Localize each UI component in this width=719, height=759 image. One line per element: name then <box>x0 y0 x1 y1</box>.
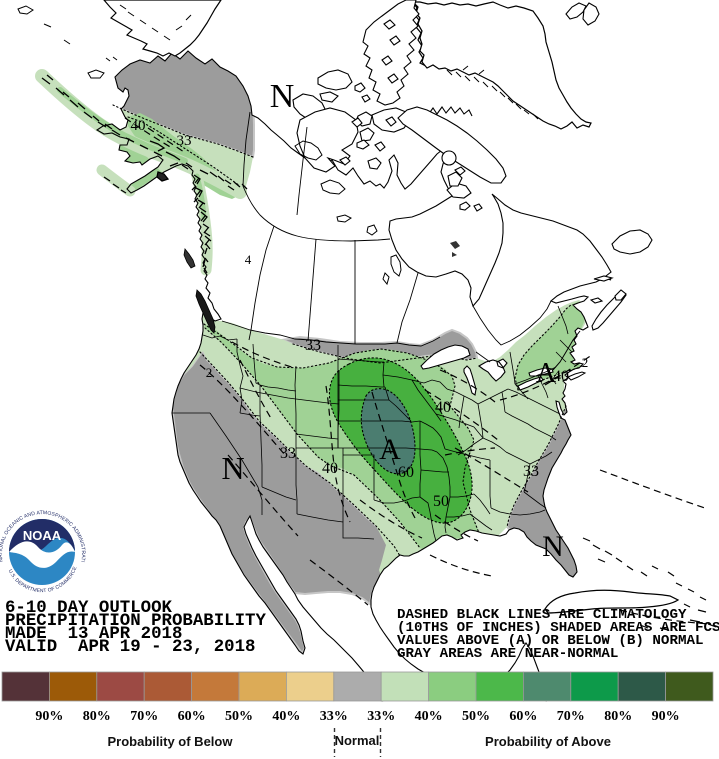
svg-text:NOAA: NOAA <box>23 528 62 543</box>
svg-text:50%: 50% <box>462 709 490 724</box>
svg-text:A: A <box>379 433 401 466</box>
svg-text:33: 33 <box>523 463 539 480</box>
svg-text:33%: 33% <box>367 709 395 724</box>
svg-text:80%: 80% <box>604 709 632 724</box>
svg-text:40%: 40% <box>272 709 300 724</box>
svg-text:N: N <box>542 530 564 563</box>
svg-text:2: 2 <box>582 355 589 370</box>
svg-text:33: 33 <box>305 337 321 354</box>
svg-text:50%: 50% <box>225 709 253 724</box>
svg-text:40: 40 <box>322 460 338 477</box>
svg-text:60%: 60% <box>509 709 537 724</box>
svg-text:80%: 80% <box>83 709 111 724</box>
svg-text:40%: 40% <box>415 709 443 724</box>
svg-text:70%: 70% <box>130 709 158 724</box>
svg-text:33%: 33% <box>320 709 348 724</box>
svg-text:33: 33 <box>280 445 296 462</box>
svg-text:MADE 13 APR 2018: MADE 13 APR 2018 <box>5 625 182 644</box>
svg-text:PRECIPITATION PROBABILITY: PRECIPITATION PROBABILITY <box>5 612 266 631</box>
svg-text:DASHED BLACK LINES ARE CLIMATO: DASHED BLACK LINES ARE CLIMATOLOGY <box>397 607 687 623</box>
svg-text:Probability of Below: Probability of Below <box>108 734 234 749</box>
svg-text:2: 2 <box>206 365 213 380</box>
svg-text:40: 40 <box>131 118 146 134</box>
svg-text:90%: 90% <box>35 709 63 724</box>
svg-text:40: 40 <box>435 399 451 416</box>
svg-text:60%: 60% <box>178 709 206 724</box>
svg-text:VALUES ABOVE (A) OR BELOW (B): VALUES ABOVE (A) OR BELOW (B) NORMAL <box>397 633 704 649</box>
svg-text:4: 4 <box>245 252 252 267</box>
svg-text:70%: 70% <box>557 709 585 724</box>
svg-text:GRAY AREAS ARE NEAR-NORMAL: GRAY AREAS ARE NEAR-NORMAL <box>397 646 618 662</box>
svg-text:33: 33 <box>177 133 192 149</box>
svg-text:90%: 90% <box>652 709 680 724</box>
svg-text:Probability of Above: Probability of Above <box>485 734 611 749</box>
svg-text:N: N <box>270 78 295 115</box>
svg-text:60: 60 <box>398 464 414 481</box>
svg-text:40: 40 <box>553 368 569 385</box>
svg-text:VALID APR 19 - 23, 2018: VALID APR 19 - 23, 2018 <box>5 638 255 657</box>
svg-text:(10THS OF INCHES) SHADED AREAS: (10THS OF INCHES) SHADED AREAS ARE FCST <box>397 620 719 636</box>
svg-text:50: 50 <box>433 493 449 510</box>
svg-text:A: A <box>536 358 557 389</box>
svg-text:N: N <box>221 450 244 486</box>
svg-text:6-10 DAY OUTLOOK: 6-10 DAY OUTLOOK <box>5 599 173 618</box>
svg-text:Normal: Normal <box>335 733 380 748</box>
